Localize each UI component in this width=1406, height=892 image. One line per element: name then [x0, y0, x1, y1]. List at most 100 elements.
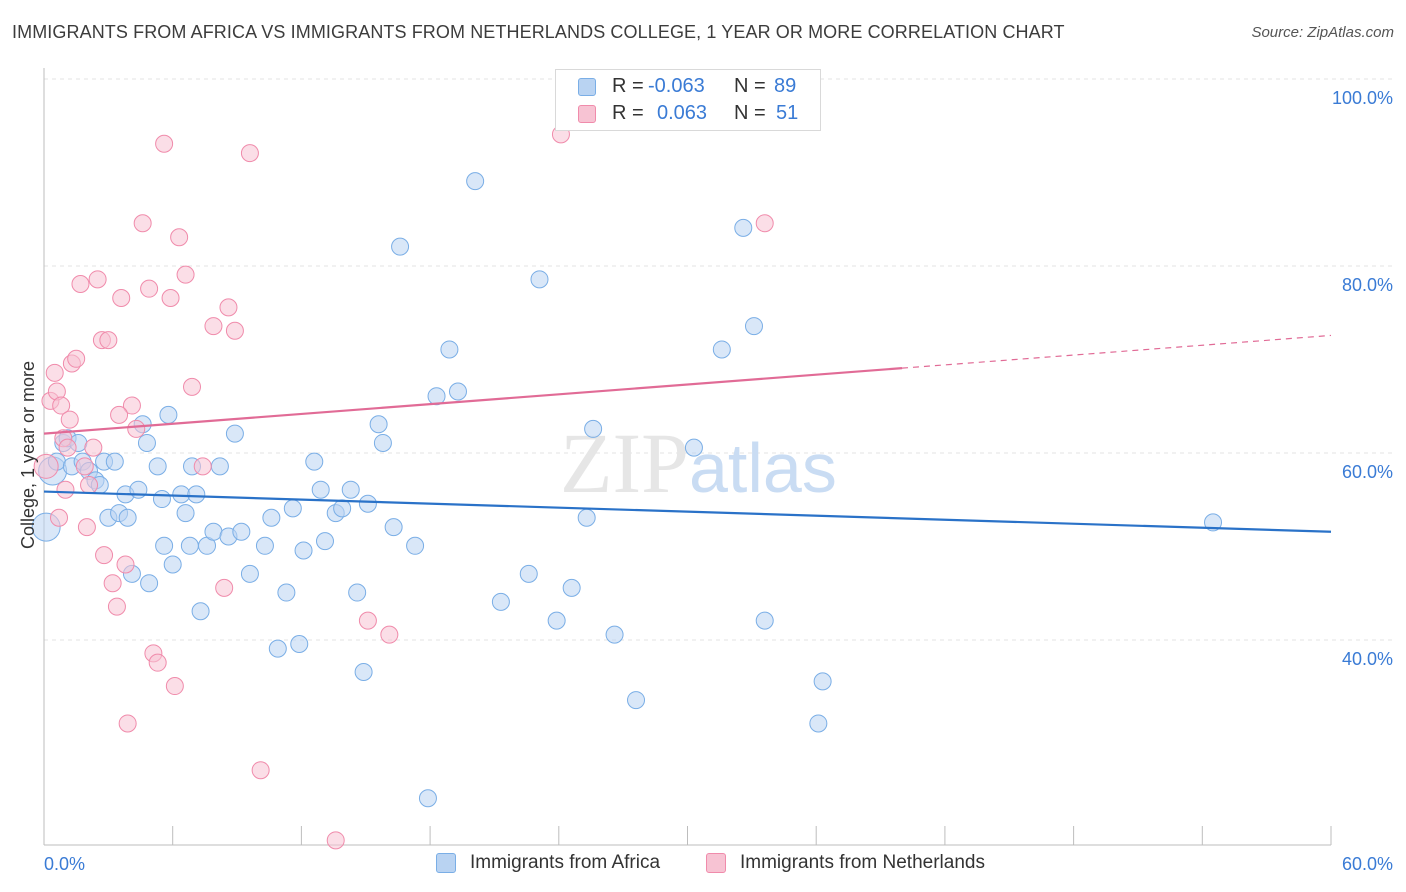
trend-lines	[43, 334, 1332, 533]
africa-point	[530, 270, 549, 289]
africa-point	[562, 578, 581, 597]
africa-point	[283, 499, 302, 518]
stats-legend: R = -0.063 N = 89 R = 0.063 N = 51	[555, 69, 821, 131]
africa-point	[268, 639, 287, 658]
africa-point	[148, 457, 167, 476]
africa-point	[159, 405, 178, 424]
watermark: ZIPatlas	[560, 415, 837, 511]
africa-point	[369, 415, 388, 434]
africa-point	[466, 172, 485, 191]
netherlands-point	[84, 438, 103, 457]
chart-title: IMMIGRANTS FROM AFRICA VS IMMIGRANTS FRO…	[12, 22, 1065, 42]
data-points	[31, 125, 1223, 850]
y-axis-label: College, 1 year or more	[18, 361, 38, 549]
africa-point	[262, 508, 281, 527]
africa-point	[577, 508, 596, 527]
africa-point	[605, 625, 624, 644]
africa-point	[255, 536, 274, 555]
netherlands-point	[204, 317, 223, 336]
africa-point	[172, 485, 191, 504]
r-value: -0.063	[648, 75, 705, 97]
netherlands-point	[170, 228, 189, 247]
africa-point	[684, 438, 703, 457]
netherlands-point	[140, 279, 159, 298]
netherlands-legend-swatch	[706, 853, 726, 873]
r-label: R =	[612, 75, 644, 97]
r-value: 0.063	[657, 102, 708, 124]
africa-point	[448, 382, 467, 401]
netherlands-point	[148, 653, 167, 672]
netherlands-point	[755, 214, 774, 233]
africa-point	[418, 789, 437, 808]
africa-point	[152, 490, 171, 509]
africa-point	[210, 457, 229, 476]
netherlands-point	[161, 289, 180, 308]
africa-point	[519, 564, 538, 583]
netherlands-point	[193, 457, 212, 476]
x-tick-label-left: 0.0%	[44, 854, 85, 874]
africa-point	[191, 602, 210, 621]
africa-legend-swatch	[436, 853, 456, 873]
netherlands-point	[326, 831, 345, 850]
africa-point	[163, 555, 182, 574]
watermark-atlas: atlas	[689, 429, 837, 507]
netherlands-point	[165, 677, 184, 696]
netherlands-legend-label: Immigrants from Netherlands	[740, 852, 985, 873]
netherlands-point	[50, 508, 69, 527]
africa-trend-line	[43, 490, 1332, 533]
africa-point	[341, 480, 360, 499]
netherlands-point	[240, 144, 259, 163]
netherlands-swatch	[578, 105, 596, 123]
netherlands-point	[110, 405, 129, 424]
netherlands-point	[58, 438, 77, 457]
x-tick-labels: 0.0% 60.0%	[44, 854, 1393, 874]
africa-point	[137, 433, 156, 452]
africa-point	[813, 672, 832, 691]
netherlands-point	[56, 480, 75, 499]
n-label: N =	[734, 75, 766, 97]
africa-point	[176, 504, 195, 523]
netherlands-point	[380, 625, 399, 644]
africa-point	[358, 494, 377, 513]
netherlands-point	[127, 419, 146, 438]
africa-legend-label: Immigrants from Africa	[470, 852, 661, 873]
netherlands-point	[116, 555, 135, 574]
y-tick-labels: 40.0% 60.0% 80.0% 100.0%	[1332, 88, 1393, 669]
africa-point	[155, 536, 174, 555]
netherlands-trend-line	[43, 367, 903, 435]
africa-swatch	[578, 78, 596, 96]
africa-point	[348, 583, 367, 602]
chart-source: Source: ZipAtlas.com	[1251, 24, 1394, 41]
netherlands-point	[99, 331, 118, 350]
netherlands-point	[77, 518, 96, 537]
netherlands-point	[107, 597, 126, 616]
netherlands-point	[71, 275, 90, 293]
netherlands-point	[80, 476, 99, 495]
r-label: R =	[612, 102, 644, 124]
netherlands-point	[45, 363, 64, 382]
netherlands-point	[60, 410, 79, 429]
africa-point	[744, 317, 763, 336]
netherlands-point	[122, 396, 141, 415]
africa-point	[584, 419, 603, 438]
netherlands-point	[251, 761, 270, 780]
netherlands-trend-extension	[901, 334, 1332, 369]
netherlands-point	[183, 377, 202, 396]
netherlands-point	[358, 611, 377, 630]
watermark-zip: ZIP	[560, 415, 689, 511]
n-label: N =	[734, 102, 766, 124]
africa-point	[187, 485, 206, 504]
africa-point	[809, 714, 828, 733]
africa-point	[105, 452, 124, 471]
africa-point	[311, 480, 330, 499]
africa-point	[140, 574, 159, 593]
netherlands-point	[219, 298, 238, 317]
n-value: 51	[776, 102, 799, 124]
africa-point	[305, 452, 324, 471]
africa-point	[384, 518, 403, 537]
netherlands-point	[155, 134, 174, 153]
africa-point	[373, 433, 392, 452]
netherlands-point	[112, 289, 131, 308]
netherlands-point	[75, 457, 94, 476]
